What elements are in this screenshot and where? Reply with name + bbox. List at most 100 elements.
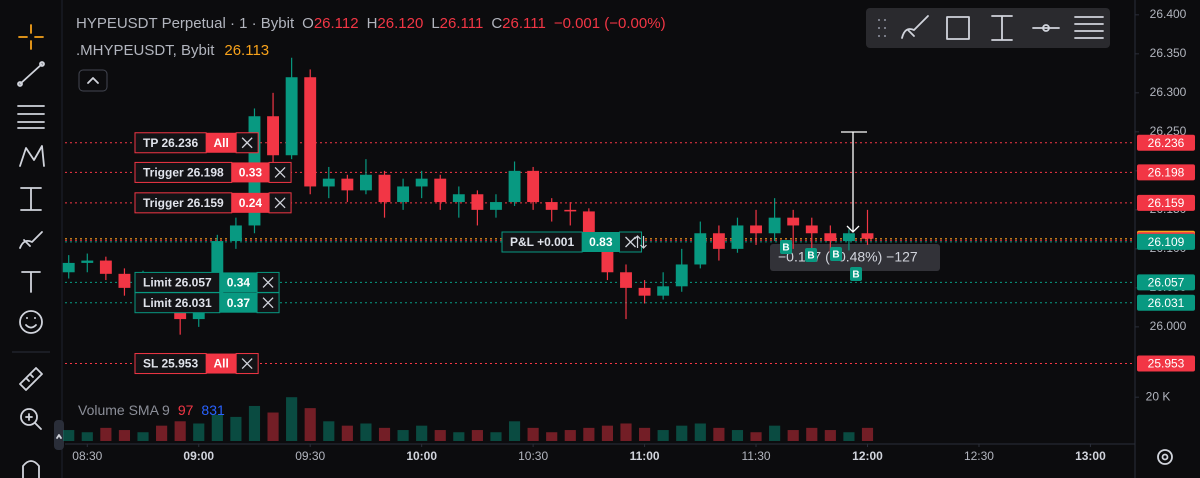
symbol: HYPEUSDT Perpetual · 1 · Bybit bbox=[76, 15, 295, 32]
order-widget[interactable]: P&L +0.001 0.83 bbox=[501, 231, 643, 253]
volume-bar bbox=[639, 427, 651, 441]
order-close bbox=[625, 236, 636, 248]
volume-bar bbox=[806, 427, 818, 441]
buy-marker-bg bbox=[780, 240, 792, 254]
volume-bar bbox=[490, 432, 502, 441]
order-qty: 0.37 bbox=[227, 296, 251, 310]
volume-bar bbox=[230, 416, 242, 441]
order-qty-bg bbox=[582, 232, 620, 252]
buy-marker: B bbox=[852, 270, 859, 281]
volume-legend-name: Volume SMA 9 bbox=[78, 402, 170, 418]
candle-body bbox=[378, 174, 391, 203]
candle-body bbox=[601, 241, 614, 273]
order-widget[interactable]: Limit 26.031 0.37 bbox=[134, 292, 280, 314]
order-qty: 0.24 bbox=[239, 196, 263, 210]
crosshair-tool[interactable] bbox=[18, 24, 44, 50]
price-axis-label-bg bbox=[1137, 164, 1195, 181]
candle-body bbox=[415, 178, 428, 187]
candle-body bbox=[657, 286, 670, 296]
price-axis-label: 26.236 bbox=[1148, 136, 1185, 150]
candle-body bbox=[81, 260, 94, 263]
volume-bar bbox=[304, 408, 316, 441]
candle-body bbox=[787, 217, 800, 226]
buy-marker-bg bbox=[850, 267, 862, 281]
order-widget[interactable]: Trigger 26.198 0.33 bbox=[134, 161, 292, 183]
brush-tool[interactable] bbox=[19, 231, 43, 249]
ohlc-label: C bbox=[491, 15, 502, 32]
candle-body bbox=[620, 272, 632, 288]
settings-button[interactable] bbox=[1157, 449, 1173, 465]
candle-body bbox=[508, 170, 521, 203]
shape-style[interactable] bbox=[946, 16, 970, 40]
mark-price: 26.113 bbox=[224, 42, 269, 59]
x-tick-label: 12:00 bbox=[852, 449, 883, 463]
ohlc-value: 26.112 bbox=[314, 15, 359, 32]
order-qty-bg bbox=[231, 162, 270, 183]
order-close bbox=[274, 166, 286, 178]
volume-bar bbox=[323, 421, 335, 441]
order-label: TP 26.236 bbox=[143, 136, 198, 150]
collapse-button[interactable] bbox=[78, 69, 108, 92]
left-toolbar bbox=[12, 0, 64, 478]
point-style[interactable] bbox=[1032, 24, 1060, 32]
volume-bar bbox=[81, 432, 93, 441]
measure-label: −0.127 (−0.48%) −127 bbox=[778, 249, 918, 265]
candle-body bbox=[712, 233, 725, 249]
candle-body bbox=[694, 233, 707, 265]
buy-marker-bg bbox=[805, 248, 817, 262]
order-close bbox=[274, 197, 286, 209]
order-widget[interactable]: Trigger 26.159 0.24 bbox=[134, 192, 292, 214]
volume-bar bbox=[861, 427, 874, 441]
fib-tool[interactable] bbox=[17, 105, 45, 129]
order-label: Limit 26.031 bbox=[143, 296, 212, 310]
buy-marker: B bbox=[832, 250, 839, 261]
order-qty-bg bbox=[219, 292, 258, 313]
x-tick-label: 11:30 bbox=[741, 449, 770, 463]
brush-style[interactable] bbox=[901, 15, 929, 39]
pattern-tool[interactable] bbox=[19, 145, 45, 167]
volume-legend: Volume SMA 9 97 831 bbox=[78, 402, 225, 418]
x-tick-label: 09:30 bbox=[295, 449, 325, 463]
zoom-tool[interactable] bbox=[20, 408, 42, 430]
volume-bar bbox=[583, 427, 595, 441]
order-widget[interactable]: TP 26.236 All bbox=[134, 132, 259, 154]
more-style[interactable] bbox=[1074, 16, 1104, 39]
price-axis-label: 26.031 bbox=[1148, 296, 1185, 310]
volume-tick-label: 20 K bbox=[1146, 389, 1171, 403]
order-widget[interactable]: Limit 26.057 0.34 bbox=[134, 271, 280, 293]
order-widget[interactable]: SL 25.953 All bbox=[134, 353, 259, 375]
text-tool[interactable] bbox=[21, 271, 41, 293]
trendline-tool[interactable] bbox=[17, 61, 45, 87]
candle-body bbox=[267, 116, 279, 156]
candle-body bbox=[285, 77, 298, 156]
candle-body bbox=[582, 211, 595, 242]
y-tick-label: 26.250 bbox=[1150, 124, 1187, 138]
candle-body bbox=[62, 262, 75, 273]
x-tick-label: 12:30 bbox=[964, 449, 994, 463]
reverse-icon bbox=[634, 235, 647, 249]
order-qty: All bbox=[213, 357, 228, 371]
buy-marker: B bbox=[782, 243, 789, 254]
price-axis-label-bg bbox=[1137, 134, 1195, 151]
toolbar-bg bbox=[866, 8, 1110, 48]
volume-bar bbox=[434, 430, 446, 441]
magnet-tool[interactable] bbox=[22, 460, 40, 478]
volume-bar bbox=[657, 430, 669, 441]
drag-handle[interactable] bbox=[878, 19, 886, 37]
candle-body bbox=[564, 209, 577, 212]
x-tick-label: 11:00 bbox=[630, 449, 660, 463]
price-axis-label: 26.057 bbox=[1148, 276, 1185, 290]
candle-body bbox=[861, 233, 874, 239]
forecast-tool[interactable] bbox=[20, 187, 42, 211]
candle-body bbox=[545, 202, 558, 210]
candle-body bbox=[304, 77, 317, 187]
ruler-tool[interactable] bbox=[19, 367, 43, 391]
price-axis-label-bg bbox=[1137, 233, 1195, 250]
line-style[interactable] bbox=[991, 15, 1013, 41]
emoji-tool[interactable] bbox=[19, 310, 43, 334]
candle-body bbox=[842, 233, 855, 242]
price-axis-label-bg bbox=[1137, 274, 1195, 291]
order-qty-bg bbox=[231, 192, 270, 213]
volume-bar bbox=[211, 414, 223, 441]
